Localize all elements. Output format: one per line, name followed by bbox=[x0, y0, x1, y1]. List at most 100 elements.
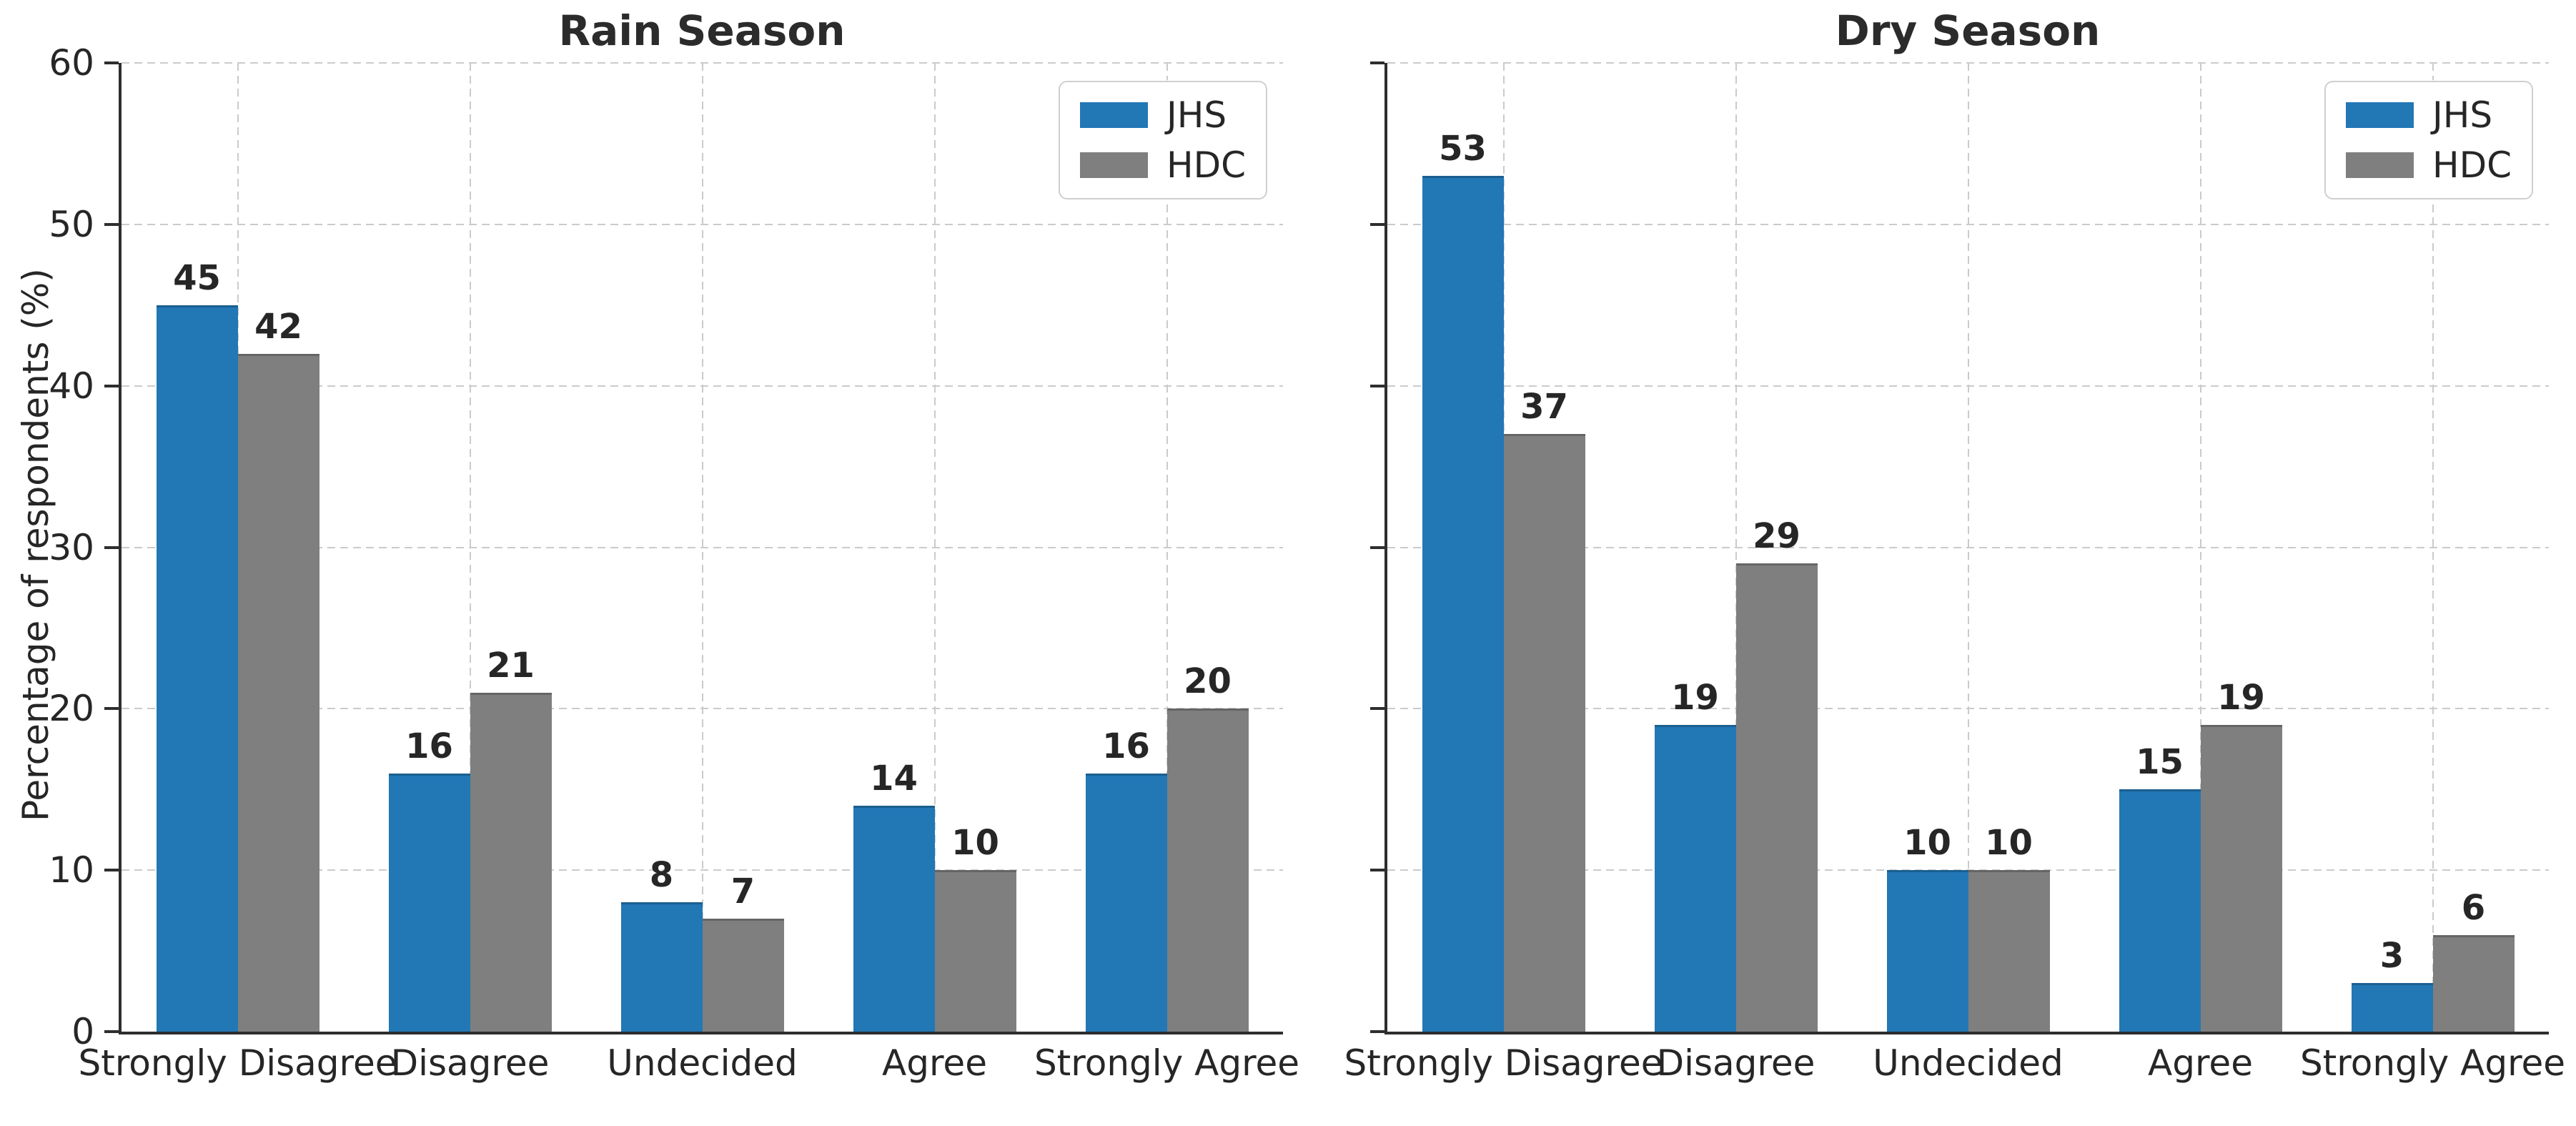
y-tick-50 bbox=[104, 222, 119, 226]
legend-entry-jhs: JHS bbox=[1079, 94, 1246, 136]
bar-value-hdc-agree: 10 bbox=[951, 823, 999, 864]
y-tick-label-50: 50 bbox=[49, 203, 94, 245]
y-tick-0 bbox=[1370, 1030, 1384, 1033]
v-gridline-strongly-agree bbox=[1166, 63, 1168, 1032]
y-tick-20 bbox=[104, 707, 119, 711]
y-tick-label-40: 40 bbox=[49, 365, 94, 407]
y-tick-30 bbox=[104, 545, 119, 549]
chart-title-dry-season: Dry Season bbox=[1835, 6, 2101, 55]
y-tick-label-20: 20 bbox=[49, 688, 94, 730]
bar-value-hdc-strongly-disagree: 42 bbox=[254, 306, 302, 347]
v-gridline-disagree bbox=[1735, 63, 1737, 1032]
y-tick-50 bbox=[1370, 222, 1384, 226]
bar-hdc-disagree bbox=[470, 692, 552, 1032]
bar-value-hdc-disagree: 21 bbox=[487, 645, 535, 686]
x-axis-spine bbox=[1384, 1032, 2549, 1034]
bar-value-jhs-disagree: 16 bbox=[405, 726, 453, 766]
y-tick-60 bbox=[104, 61, 119, 64]
chart-title-rain-season: Rain Season bbox=[558, 6, 846, 55]
bar-value-jhs-strongly-agree: 3 bbox=[2379, 936, 2404, 977]
legend-swatch-hdc bbox=[1079, 152, 1148, 178]
x-tick-label-strongly-agree: Strongly Agree bbox=[1034, 1042, 1300, 1084]
bar-hdc-agree bbox=[934, 870, 1016, 1032]
bar-hdc-strongly-disagree bbox=[237, 353, 319, 1032]
bar-hdc-undecided bbox=[1968, 870, 2050, 1032]
bar-jhs-disagree bbox=[1654, 724, 1736, 1032]
legend: JHS HDC bbox=[2324, 81, 2533, 199]
y-tick-60 bbox=[1370, 61, 1384, 64]
bar-value-hdc-undecided: 10 bbox=[1985, 823, 2033, 864]
x-axis-spine bbox=[119, 1032, 1283, 1034]
v-gridline-undecided bbox=[1967, 63, 1969, 1032]
legend-entry-hdc: HDC bbox=[2345, 144, 2512, 186]
bar-jhs-strongly-disagree bbox=[1422, 176, 1504, 1032]
bar-value-hdc-strongly-agree: 20 bbox=[1184, 661, 1232, 702]
bar-hdc-strongly-agree bbox=[1166, 708, 1249, 1032]
y-tick-10 bbox=[1370, 869, 1384, 872]
legend-entry-hdc: HDC bbox=[1079, 144, 1246, 186]
bar-hdc-agree bbox=[2200, 724, 2282, 1032]
v-gridline-agree bbox=[2199, 63, 2201, 1032]
y-tick-40 bbox=[1370, 384, 1384, 387]
v-gridline-agree bbox=[933, 63, 936, 1032]
y-axis-spine bbox=[119, 63, 122, 1034]
legend: JHS HDC bbox=[1058, 81, 1267, 199]
legend-label-jhs: JHS bbox=[1166, 94, 1227, 136]
bar-value-jhs-agree: 14 bbox=[870, 758, 918, 799]
v-gridline-disagree bbox=[469, 63, 471, 1032]
x-tick-label-strongly-agree: Strongly Agree bbox=[2299, 1042, 2566, 1084]
bar-jhs-disagree bbox=[388, 773, 470, 1032]
y-tick-label-0: 0 bbox=[71, 1011, 94, 1052]
y-tick-label-60: 60 bbox=[49, 42, 94, 84]
v-gridline-undecided bbox=[701, 63, 703, 1032]
bar-jhs-undecided bbox=[620, 902, 703, 1032]
bar-value-jhs-undecided: 10 bbox=[1903, 823, 1951, 864]
legend-swatch-jhs bbox=[1079, 102, 1148, 128]
legend-label-hdc: HDC bbox=[1166, 144, 1246, 186]
bar-value-jhs-strongly-agree: 16 bbox=[1102, 726, 1150, 766]
x-tick-label-disagree: Disagree bbox=[390, 1042, 550, 1084]
bar-jhs-strongly-agree bbox=[1085, 773, 1167, 1032]
legend-label-hdc: HDC bbox=[2432, 144, 2512, 186]
bar-hdc-strongly-agree bbox=[2432, 934, 2515, 1032]
x-tick-label-agree: Agree bbox=[882, 1042, 987, 1084]
bar-value-hdc-undecided: 7 bbox=[730, 871, 756, 912]
bar-hdc-disagree bbox=[1735, 563, 1818, 1032]
x-tick-label-agree: Agree bbox=[2148, 1042, 2253, 1084]
legend-swatch-jhs bbox=[2345, 102, 2414, 128]
y-tick-10 bbox=[104, 869, 119, 872]
bar-value-jhs-strongly-disagree: 45 bbox=[173, 257, 221, 298]
bar-value-hdc-strongly-agree: 6 bbox=[2461, 887, 2486, 928]
y-tick-label-10: 10 bbox=[49, 849, 94, 892]
bar-value-hdc-disagree: 29 bbox=[1753, 516, 1800, 557]
bar-jhs-strongly-disagree bbox=[156, 305, 238, 1032]
y-tick-0 bbox=[104, 1030, 119, 1033]
x-tick-label-disagree: Disagree bbox=[1656, 1042, 1815, 1084]
y-tick-20 bbox=[1370, 707, 1384, 711]
y-tick-label-30: 30 bbox=[49, 526, 94, 568]
bar-value-jhs-agree: 15 bbox=[2136, 742, 2184, 783]
bar-jhs-agree bbox=[853, 805, 935, 1032]
bar-jhs-agree bbox=[2119, 789, 2201, 1032]
y-tick-40 bbox=[104, 384, 119, 387]
bar-jhs-strongly-agree bbox=[2351, 983, 2433, 1032]
x-tick-label-strongly-disagree: Strongly Disagree bbox=[1344, 1042, 1663, 1084]
bar-value-jhs-undecided: 8 bbox=[649, 855, 674, 896]
bar-hdc-undecided bbox=[702, 918, 784, 1032]
bar-value-jhs-strongly-disagree: 53 bbox=[1439, 129, 1487, 169]
bar-jhs-undecided bbox=[1886, 870, 1968, 1032]
legend-swatch-hdc bbox=[2345, 152, 2414, 178]
legend-entry-jhs: JHS bbox=[2345, 94, 2512, 136]
x-tick-label-strongly-disagree: Strongly Disagree bbox=[78, 1042, 397, 1084]
y-tick-30 bbox=[1370, 545, 1384, 549]
legend-label-jhs: JHS bbox=[2432, 94, 2493, 136]
v-gridline-strongly-agree bbox=[2432, 63, 2434, 1032]
x-tick-label-undecided: Undecided bbox=[1873, 1042, 2064, 1084]
y-axis-spine bbox=[1384, 63, 1387, 1034]
bar-value-hdc-agree: 19 bbox=[2217, 677, 2265, 718]
x-tick-label-undecided: Undecided bbox=[607, 1042, 798, 1084]
bar-hdc-strongly-disagree bbox=[1503, 434, 1585, 1032]
